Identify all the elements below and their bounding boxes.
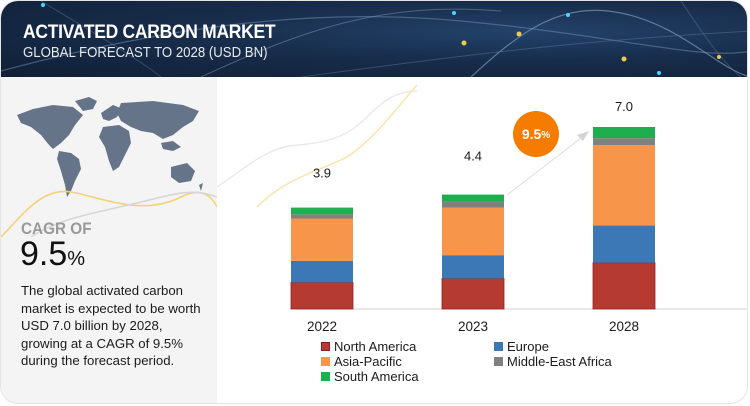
- cagr-label: CAGR OF: [21, 219, 92, 238]
- x-tick-label-2022: 2022: [307, 319, 337, 334]
- bar-segment-south-america-2023: [442, 194, 504, 202]
- page-title: ACTIVATED CARBON MARKET: [23, 22, 276, 43]
- bar-segment-south-america-2022: [291, 207, 353, 215]
- decorative-wave: [1, 190, 217, 237]
- cagr-badge-unit: %: [541, 130, 551, 141]
- chart-panel: 3.9 2022 4.4 2023 7.0 2028 9.5% North America…: [217, 77, 747, 403]
- bar-segment-europe-2023: [442, 255, 504, 279]
- growth-arrow-head: [577, 131, 589, 141]
- legend-label: Asia-Pacific: [334, 354, 402, 369]
- bar-segment-middle-east-africa-2023: [442, 201, 504, 208]
- growth-arrow-line: [506, 134, 586, 196]
- legend-swatch: [494, 342, 503, 351]
- bar-segment-middle-east-africa-2028: [593, 138, 655, 146]
- cagr-badge-value: 9.5: [521, 126, 542, 142]
- bar-segment-north-america-2028: [592, 262, 656, 310]
- bar-total-label-2023: 4.4: [464, 149, 482, 164]
- legend-item-middle-east-africa: Middle-East Africa: [494, 354, 612, 369]
- legend-item-south-america: South America: [321, 369, 419, 384]
- legend-swatch: [321, 357, 330, 366]
- cagr-unit: %: [67, 248, 86, 270]
- bar-total-label-2028: 7.0: [615, 99, 633, 114]
- bar-segment-middle-east-africa-2022: [291, 214, 353, 219]
- legend-swatch: [321, 372, 330, 381]
- cagr-value: 9.5%: [20, 235, 85, 274]
- bar-total-label-2022: 3.9: [313, 166, 331, 181]
- bar-segment-north-america-2023: [441, 278, 505, 310]
- decorative-wave-yellow: [256, 84, 418, 208]
- legend-item-asia-pacific: Asia-Pacific: [321, 354, 402, 369]
- legend-item-europe: Europe: [494, 339, 549, 354]
- legend-swatch: [494, 357, 503, 366]
- x-tick-label-2028: 2028: [609, 319, 639, 334]
- world-map-icon: [17, 97, 203, 197]
- bar-segment-south-america-2028: [593, 127, 655, 139]
- bar-segment-asia-pacific-2023: [442, 207, 504, 256]
- summary-panel: CAGR OF 9.5% The global activated carbon…: [1, 77, 217, 403]
- legend-label: South America: [334, 369, 419, 384]
- cagr-badge: 9.5%: [513, 111, 559, 157]
- legend-label: Europe: [507, 339, 549, 354]
- header-banner: ACTIVATED CARBON MARKET GLOBAL FORECAST …: [1, 1, 747, 77]
- market-description: The global activated carbon market is ex…: [21, 283, 201, 368]
- page-subtitle: GLOBAL FORECAST TO 2028 (USD BN): [23, 44, 268, 61]
- bar-segment-asia-pacific-2028: [593, 145, 655, 226]
- cagr-number: 9.5: [20, 235, 68, 273]
- legend-label: North America: [334, 339, 417, 354]
- stacked-bar-chart: 3.9 2022 4.4 2023 7.0 2028: [217, 84, 747, 334]
- bar-segment-europe-2028: [593, 225, 655, 263]
- legend-swatch: [321, 342, 330, 351]
- fiber-optic-background: [1, 1, 747, 77]
- bar-segment-north-america-2022: [290, 282, 354, 310]
- x-tick-label-2023: 2023: [458, 319, 488, 334]
- decorative-wave-gray: [217, 90, 418, 188]
- legend-item-north-america: North America: [321, 339, 416, 354]
- bar-segment-asia-pacific-2022: [291, 218, 353, 261]
- legend-label: Middle-East Africa: [507, 354, 612, 369]
- bar-segment-europe-2022: [291, 260, 353, 283]
